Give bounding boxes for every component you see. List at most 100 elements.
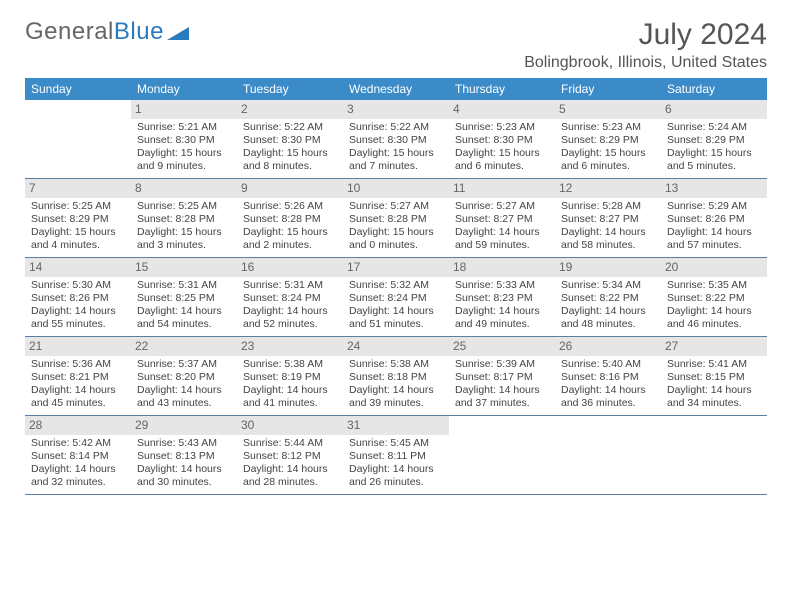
day-number: 20 xyxy=(661,258,767,277)
day-number: 18 xyxy=(449,258,555,277)
sunset-text: Sunset: 8:27 PM xyxy=(561,213,655,226)
d2-text: and 6 minutes. xyxy=(561,160,655,173)
weekday-label: Thursday xyxy=(449,78,555,100)
d1-text: Daylight: 15 hours xyxy=(137,226,231,239)
sunrise-text: Sunrise: 5:43 AM xyxy=(137,437,231,450)
day-number: 28 xyxy=(25,416,131,435)
sunrise-text: Sunrise: 5:39 AM xyxy=(455,358,549,371)
sunrise-text: Sunrise: 5:37 AM xyxy=(137,358,231,371)
day-cell: 5Sunrise: 5:23 AMSunset: 8:29 PMDaylight… xyxy=(555,100,661,178)
d1-text: Daylight: 14 hours xyxy=(243,384,337,397)
sunset-text: Sunset: 8:25 PM xyxy=(137,292,231,305)
sunset-text: Sunset: 8:29 PM xyxy=(667,134,761,147)
day-cell: 25Sunrise: 5:39 AMSunset: 8:17 PMDayligh… xyxy=(449,337,555,415)
d1-text: Daylight: 15 hours xyxy=(137,147,231,160)
day-cell: 22Sunrise: 5:37 AMSunset: 8:20 PMDayligh… xyxy=(131,337,237,415)
d2-text: and 39 minutes. xyxy=(349,397,443,410)
d1-text: Daylight: 14 hours xyxy=(137,384,231,397)
weekday-label: Sunday xyxy=(25,78,131,100)
day-number: 13 xyxy=(661,179,767,198)
d2-text: and 45 minutes. xyxy=(31,397,125,410)
day-cell: . xyxy=(661,416,767,494)
sunset-text: Sunset: 8:29 PM xyxy=(561,134,655,147)
d2-text: and 30 minutes. xyxy=(137,476,231,489)
d2-text: and 32 minutes. xyxy=(31,476,125,489)
title-block: July 2024 Bolingbrook, Illinois, United … xyxy=(524,18,767,72)
sunset-text: Sunset: 8:22 PM xyxy=(667,292,761,305)
day-cell: 29Sunrise: 5:43 AMSunset: 8:13 PMDayligh… xyxy=(131,416,237,494)
day-number: 9 xyxy=(237,179,343,198)
d2-text: and 2 minutes. xyxy=(243,239,337,252)
sunrise-text: Sunrise: 5:34 AM xyxy=(561,279,655,292)
d1-text: Daylight: 15 hours xyxy=(243,226,337,239)
d1-text: Daylight: 14 hours xyxy=(455,384,549,397)
d2-text: and 46 minutes. xyxy=(667,318,761,331)
day-cell: 30Sunrise: 5:44 AMSunset: 8:12 PMDayligh… xyxy=(237,416,343,494)
day-number: 14 xyxy=(25,258,131,277)
day-cell: 12Sunrise: 5:28 AMSunset: 8:27 PMDayligh… xyxy=(555,179,661,257)
calendar: Sunday Monday Tuesday Wednesday Thursday… xyxy=(25,78,767,495)
day-cell: 19Sunrise: 5:34 AMSunset: 8:22 PMDayligh… xyxy=(555,258,661,336)
week-row: 28Sunrise: 5:42 AMSunset: 8:14 PMDayligh… xyxy=(25,416,767,495)
week-row: 14Sunrise: 5:30 AMSunset: 8:26 PMDayligh… xyxy=(25,258,767,337)
day-cell: 2Sunrise: 5:22 AMSunset: 8:30 PMDaylight… xyxy=(237,100,343,178)
day-number: 5 xyxy=(555,100,661,119)
sunrise-text: Sunrise: 5:35 AM xyxy=(667,279,761,292)
title-month: July 2024 xyxy=(524,18,767,52)
sunrise-text: Sunrise: 5:25 AM xyxy=(137,200,231,213)
sunrise-text: Sunrise: 5:22 AM xyxy=(349,121,443,134)
day-cell: 10Sunrise: 5:27 AMSunset: 8:28 PMDayligh… xyxy=(343,179,449,257)
d1-text: Daylight: 14 hours xyxy=(243,305,337,318)
day-number: 3 xyxy=(343,100,449,119)
sunset-text: Sunset: 8:13 PM xyxy=(137,450,231,463)
day-number: 31 xyxy=(343,416,449,435)
day-number: 10 xyxy=(343,179,449,198)
day-number: 11 xyxy=(449,179,555,198)
sunset-text: Sunset: 8:16 PM xyxy=(561,371,655,384)
d1-text: Daylight: 14 hours xyxy=(31,463,125,476)
sunrise-text: Sunrise: 5:31 AM xyxy=(137,279,231,292)
d2-text: and 54 minutes. xyxy=(137,318,231,331)
day-number: 19 xyxy=(555,258,661,277)
day-number: 6 xyxy=(661,100,767,119)
sunrise-text: Sunrise: 5:32 AM xyxy=(349,279,443,292)
day-number: 17 xyxy=(343,258,449,277)
sunrise-text: Sunrise: 5:24 AM xyxy=(667,121,761,134)
sunrise-text: Sunrise: 5:27 AM xyxy=(455,200,549,213)
day-cell: 28Sunrise: 5:42 AMSunset: 8:14 PMDayligh… xyxy=(25,416,131,494)
d2-text: and 3 minutes. xyxy=(137,239,231,252)
day-cell: 26Sunrise: 5:40 AMSunset: 8:16 PMDayligh… xyxy=(555,337,661,415)
d2-text: and 41 minutes. xyxy=(243,397,337,410)
sunset-text: Sunset: 8:23 PM xyxy=(455,292,549,305)
d2-text: and 58 minutes. xyxy=(561,239,655,252)
day-cell: 14 Sunrise: 5:30 AMSunset: 8:26 PMDayligh… xyxy=(25,258,131,336)
brand-logo: GeneralBlue xyxy=(25,18,189,46)
d2-text: and 43 minutes. xyxy=(137,397,231,410)
sunset-text: Sunset: 8:26 PM xyxy=(31,292,125,305)
day-number: 26 xyxy=(555,337,661,356)
sunset-text: Sunset: 8:29 PM xyxy=(31,213,125,226)
sunrise-text: Sunrise: 5:30 AM xyxy=(31,279,125,292)
day-cell: 31Sunrise: 5:45 AMSunset: 8:11 PMDayligh… xyxy=(343,416,449,494)
brand-part2: Blue xyxy=(114,18,164,46)
week-row: .1Sunrise: 5:21 AMSunset: 8:30 PMDayligh… xyxy=(25,100,767,179)
d1-text: Daylight: 14 hours xyxy=(31,305,125,318)
d1-text: Daylight: 15 hours xyxy=(455,147,549,160)
day-cell: 27Sunrise: 5:41 AMSunset: 8:15 PMDayligh… xyxy=(661,337,767,415)
weeks-container: .1Sunrise: 5:21 AMSunset: 8:30 PMDayligh… xyxy=(25,100,767,495)
sunrise-text: Sunrise: 5:27 AM xyxy=(349,200,443,213)
sunset-text: Sunset: 8:30 PM xyxy=(137,134,231,147)
d2-text: and 8 minutes. xyxy=(243,160,337,173)
day-number: 24 xyxy=(343,337,449,356)
sunrise-text: Sunrise: 5:31 AM xyxy=(243,279,337,292)
day-cell: 23Sunrise: 5:38 AMSunset: 8:19 PMDayligh… xyxy=(237,337,343,415)
day-cell: 21Sunrise: 5:36 AMSunset: 8:21 PMDayligh… xyxy=(25,337,131,415)
weekday-label: Tuesday xyxy=(237,78,343,100)
day-cell: 16Sunrise: 5:31 AMSunset: 8:24 PMDayligh… xyxy=(237,258,343,336)
sunset-text: Sunset: 8:30 PM xyxy=(349,134,443,147)
sunset-text: Sunset: 8:19 PM xyxy=(243,371,337,384)
d2-text: and 37 minutes. xyxy=(455,397,549,410)
sunset-text: Sunset: 8:26 PM xyxy=(667,213,761,226)
day-cell: 17Sunrise: 5:32 AMSunset: 8:24 PMDayligh… xyxy=(343,258,449,336)
sunrise-text: Sunrise: 5:42 AM xyxy=(31,437,125,450)
